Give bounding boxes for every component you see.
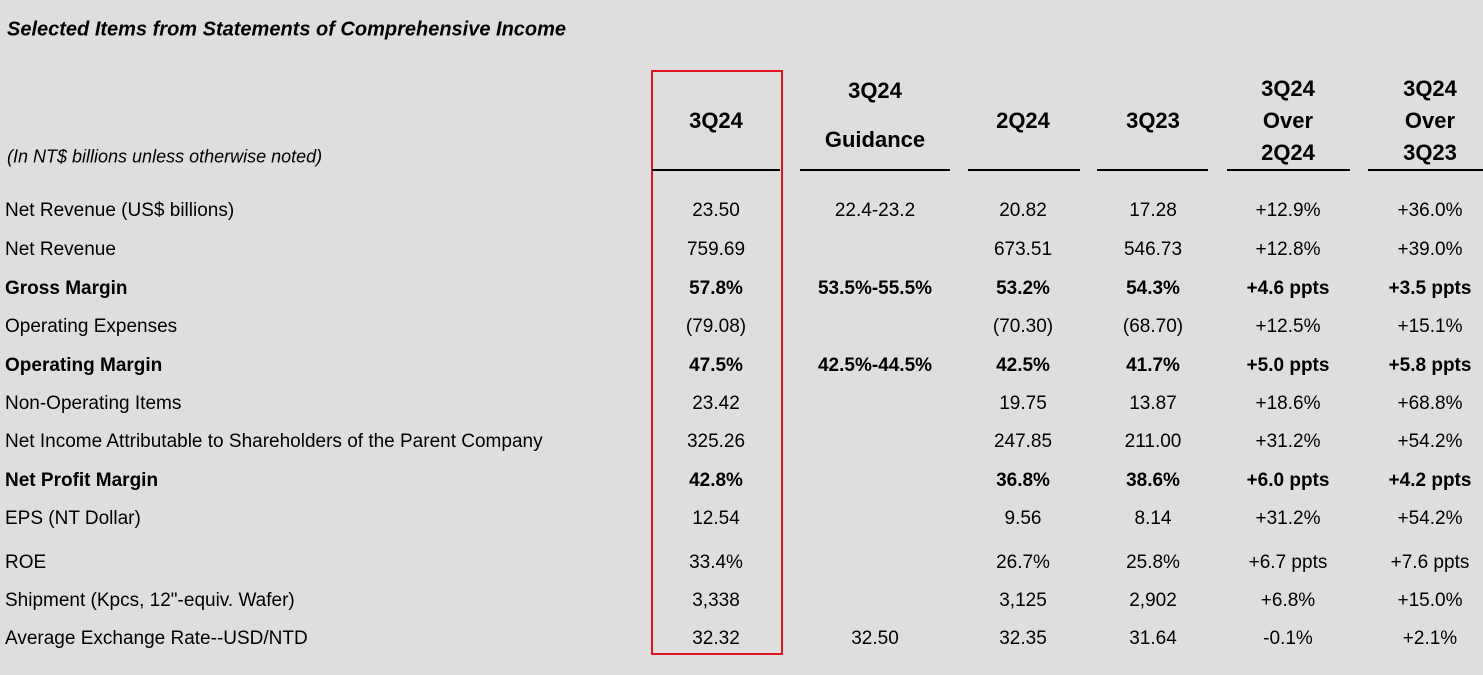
column-header: 3Q23 — [1403, 140, 1457, 165]
cell: 41.7% — [1126, 355, 1180, 376]
row-label: Non-Operating Items — [5, 393, 182, 414]
cell: 3,125 — [999, 590, 1047, 611]
cell: 36.8% — [996, 470, 1050, 491]
cell: 2,902 — [1129, 590, 1177, 611]
row-label: Net Income Attributable to Shareholders … — [5, 431, 543, 452]
row-label: Gross Margin — [5, 278, 128, 299]
column-header: 3Q24 — [1261, 76, 1315, 101]
row-label: ROE — [5, 552, 47, 573]
cell: 25.8% — [1126, 552, 1180, 573]
cell: +39.0% — [1397, 239, 1463, 260]
header-rule — [800, 169, 950, 171]
cell: +7.6 ppts — [1390, 552, 1470, 573]
row-label: Operating Expenses — [5, 316, 178, 337]
unit-note: (In NT$ billions unless otherwise noted) — [7, 146, 323, 167]
cell: 26.7% — [996, 552, 1050, 573]
row-label: EPS (NT Dollar) — [5, 508, 141, 529]
cell: (68.70) — [1122, 316, 1184, 337]
cell: 22.4-23.2 — [834, 200, 916, 221]
cell: +12.9% — [1255, 200, 1321, 221]
column-header: 3Q24 — [689, 108, 743, 133]
row-label: Shipment (Kpcs, 12"-equiv. Wafer) — [5, 590, 295, 611]
cell: (70.30) — [992, 316, 1054, 337]
cell: +54.2% — [1397, 431, 1463, 452]
cell: +4.2 ppts — [1388, 470, 1472, 491]
column-header: 2Q24 — [996, 108, 1050, 133]
cell: +4.6 ppts — [1246, 278, 1330, 299]
cell: 54.3% — [1126, 278, 1180, 299]
row-label: Net Profit Margin — [5, 470, 159, 491]
cell: 8.14 — [1134, 508, 1172, 529]
cell: 23.42 — [692, 393, 740, 414]
cell: 57.8% — [689, 278, 743, 299]
cell: 12.54 — [692, 508, 740, 529]
cell: 13.87 — [1129, 393, 1177, 414]
cell: 42.8% — [689, 470, 743, 491]
cell: 32.32 — [692, 628, 740, 649]
cell: 32.35 — [999, 628, 1047, 649]
cell: +36.0% — [1397, 200, 1463, 221]
cell: +6.0 ppts — [1246, 470, 1330, 491]
cell: 19.75 — [999, 393, 1047, 414]
row-label: Net Revenue (US$ billions) — [5, 200, 235, 221]
cell: +31.2% — [1255, 431, 1321, 452]
cell: 42.5%-44.5% — [817, 355, 933, 376]
cell: +31.2% — [1255, 508, 1321, 529]
cell: 546.73 — [1123, 239, 1183, 260]
header-rule — [1368, 169, 1483, 171]
column-header: 3Q24 — [848, 78, 902, 103]
header-rule — [652, 169, 780, 171]
title: Selected Items from Statements of Compre… — [7, 18, 567, 41]
cell: 3,338 — [692, 590, 740, 611]
cell: 42.5% — [996, 355, 1050, 376]
cell: 211.00 — [1124, 431, 1182, 452]
row-label: Operating Margin — [5, 355, 163, 376]
cell: 20.82 — [999, 200, 1047, 221]
cell: (79.08) — [685, 316, 747, 337]
cell: 31.64 — [1129, 628, 1177, 649]
cell: +12.8% — [1255, 239, 1321, 260]
cell: 32.50 — [851, 628, 899, 649]
cell: 33.4% — [689, 552, 743, 573]
column-header: 3Q23 — [1126, 108, 1180, 133]
cell: +2.1% — [1402, 628, 1458, 649]
cell: +6.8% — [1260, 590, 1316, 611]
cell: +68.8% — [1397, 393, 1463, 414]
cell: +15.1% — [1397, 316, 1463, 337]
cell: 23.50 — [692, 200, 740, 221]
cell: +15.0% — [1397, 590, 1463, 611]
cell: -0.1% — [1263, 628, 1313, 649]
cell: 53.5%-55.5% — [817, 278, 933, 299]
column-header: Over — [1404, 108, 1456, 133]
header-rule — [1227, 169, 1350, 171]
cell: 673.51 — [993, 239, 1053, 260]
column-header: Over — [1262, 108, 1314, 133]
cell: +6.7 ppts — [1248, 552, 1328, 573]
cell: 17.28 — [1129, 200, 1177, 221]
cell: +54.2% — [1397, 508, 1463, 529]
column-header: 3Q24 — [1403, 76, 1457, 101]
row-label: Average Exchange Rate--USD/NTD — [5, 628, 308, 649]
column-header: Guidance — [824, 127, 926, 152]
row-label: Net Revenue — [5, 239, 116, 260]
cell: +12.5% — [1255, 316, 1321, 337]
cell: 247.85 — [993, 431, 1053, 452]
column-header: 2Q24 — [1261, 140, 1315, 165]
cell: 9.56 — [1004, 508, 1042, 529]
cell: 47.5% — [689, 355, 743, 376]
header-rule — [1097, 169, 1208, 171]
highlight-box — [651, 70, 783, 655]
cell: +5.8 ppts — [1388, 355, 1472, 376]
cell: 759.69 — [686, 239, 746, 260]
cell: 38.6% — [1126, 470, 1180, 491]
cell: 325.26 — [686, 431, 746, 452]
cell: 53.2% — [996, 278, 1050, 299]
cell: +3.5 ppts — [1388, 278, 1472, 299]
header-rule — [968, 169, 1080, 171]
cell: +5.0 ppts — [1246, 355, 1330, 376]
cell: +18.6% — [1255, 393, 1321, 414]
